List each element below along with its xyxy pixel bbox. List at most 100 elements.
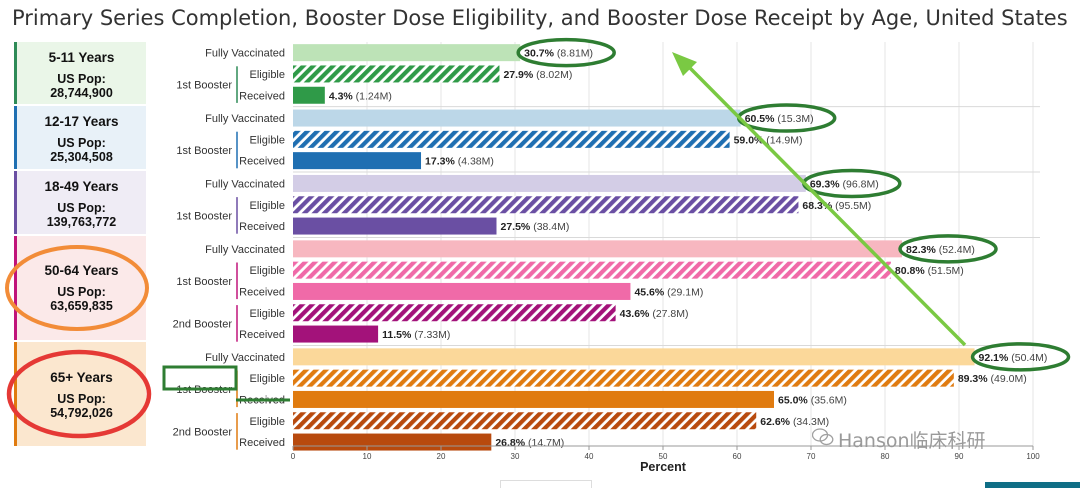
data-label: 65.0% (35.6M)	[778, 394, 847, 406]
data-label: 80.8% (51.5M)	[895, 265, 964, 277]
age-label: 65+ Years	[50, 370, 113, 385]
pop-label: US Pop:	[57, 285, 106, 299]
bar	[293, 433, 492, 451]
age-label: 12-17 Years	[44, 114, 119, 129]
bar	[293, 369, 954, 387]
measure-label: Eligible	[250, 69, 285, 81]
bottom-tab	[985, 482, 1080, 488]
x-tick-label: 100	[1026, 452, 1040, 461]
x-tick-label: 50	[659, 452, 668, 461]
x-axis: 0 10 20 30 40 50 60 70 80 90 100	[291, 445, 1040, 461]
wechat-logo-icon	[811, 428, 834, 446]
data-label: 27.9% (8.02M)	[503, 69, 572, 81]
measure-label: Received	[239, 329, 285, 341]
measure-label: Eligible	[250, 416, 285, 428]
category-labels: Fully Vaccinated Eligible Received 1st Boos…	[173, 48, 285, 450]
data-label: 4.3% (1.24M)	[329, 90, 392, 102]
bar	[293, 65, 500, 83]
measure-label: Received	[239, 156, 285, 168]
pop-label: US Pop:	[57, 72, 106, 86]
x-tick-label: 80	[881, 452, 890, 461]
bar	[293, 325, 379, 343]
pop-label: US Pop:	[57, 136, 106, 150]
measure-label: Eligible	[250, 373, 285, 385]
data-label: 30.7% (8.81M)	[524, 48, 593, 60]
pop-value: 63,659,835	[50, 299, 113, 313]
booster-group-label: 1st Booster	[176, 276, 232, 288]
bar	[293, 348, 975, 366]
x-tick-label: 60	[733, 452, 742, 461]
pop-value: 139,763,772	[46, 215, 117, 229]
x-tick-label: 90	[955, 452, 964, 461]
data-label: 60.5% (15.3M)	[745, 113, 814, 125]
measure-label: Eligible	[250, 134, 285, 146]
bar	[293, 261, 891, 279]
x-tick-label: 30	[511, 452, 520, 461]
data-label: 43.6% (27.8M)	[620, 308, 689, 320]
pop-label: US Pop:	[57, 392, 106, 406]
highlight-box	[162, 365, 238, 391]
age-label: 18-49 Years	[44, 179, 119, 194]
x-tick-label: 70	[807, 452, 816, 461]
booster-group-label: 1st Booster	[176, 210, 232, 222]
measure-label: Eligible	[250, 200, 285, 212]
bar	[293, 130, 730, 148]
category-label: Fully Vaccinated	[205, 178, 285, 190]
data-label: 69.3% (96.8M)	[810, 178, 879, 190]
booster-group-label: 1st Booster	[176, 145, 232, 157]
x-tick-label: 10	[363, 452, 372, 461]
pop-label: US Pop:	[57, 201, 106, 215]
bar	[293, 412, 757, 430]
age-panel-5-11: 5-11 Years US Pop: 28,744,900	[14, 42, 146, 104]
pop-value: 54,792,026	[50, 406, 113, 420]
data-label: 45.6% (29.1M)	[634, 286, 703, 298]
measure-label: Received	[239, 286, 285, 298]
arrow-line	[686, 64, 967, 347]
measure-label: Received	[239, 221, 285, 233]
annotations	[5, 37, 1071, 439]
measure-label: Eligible	[250, 308, 285, 320]
x-axis-label: Percent	[640, 460, 687, 474]
category-label: Fully Vaccinated	[205, 244, 285, 256]
measure-label: Eligible	[250, 265, 285, 277]
data-label: 82.3% (52.4M)	[906, 244, 975, 256]
bar	[293, 109, 741, 127]
bars	[293, 44, 975, 451]
age-label: 5-11 Years	[48, 50, 115, 65]
category-label: Fully Vaccinated	[205, 48, 285, 60]
bar	[293, 282, 631, 300]
bar	[293, 304, 616, 322]
age-panel-18-49: 18-49 Years US Pop: 139,763,772	[14, 171, 146, 234]
bar	[293, 86, 325, 104]
age-label: 50-64 Years	[44, 263, 119, 278]
bottom-tab-outline	[500, 480, 592, 488]
pop-value: 28,744,900	[50, 86, 113, 100]
measure-label: Received	[239, 437, 285, 449]
data-label: 92.1% (50.4M)	[979, 352, 1048, 364]
x-tick-label: 40	[585, 452, 594, 461]
pop-value: 25,304,508	[50, 150, 113, 164]
watermark: Hanson临床科研	[838, 430, 986, 452]
highlight-ellipse	[516, 37, 616, 68]
age-highlight-ellipse	[6, 349, 152, 439]
bar	[293, 152, 422, 170]
arrow-head	[672, 52, 697, 76]
data-label: 62.6% (34.3M)	[760, 416, 829, 428]
booster-group-label: 1st Booster	[176, 80, 232, 92]
data-label: 27.5% (38.4M)	[501, 221, 570, 233]
measure-label: Received	[239, 90, 285, 102]
bar	[293, 44, 521, 62]
x-tick-label: 20	[437, 452, 446, 461]
x-tick-label: 0	[291, 452, 296, 461]
highlight-ellipse	[970, 342, 1071, 372]
bar	[293, 196, 799, 214]
category-label: Fully Vaccinated	[205, 352, 285, 364]
age-highlight-ellipse	[5, 245, 149, 331]
data-label: 89.3% (49.0M)	[958, 373, 1027, 385]
booster-group-label: 2nd Booster	[173, 426, 233, 438]
highlight-ellipse	[898, 234, 998, 264]
booster-group-label: 2nd Booster	[173, 318, 233, 330]
data-label: 11.5% (7.33M)	[382, 329, 450, 341]
data-label: 26.8% (14.7M)	[495, 437, 564, 449]
